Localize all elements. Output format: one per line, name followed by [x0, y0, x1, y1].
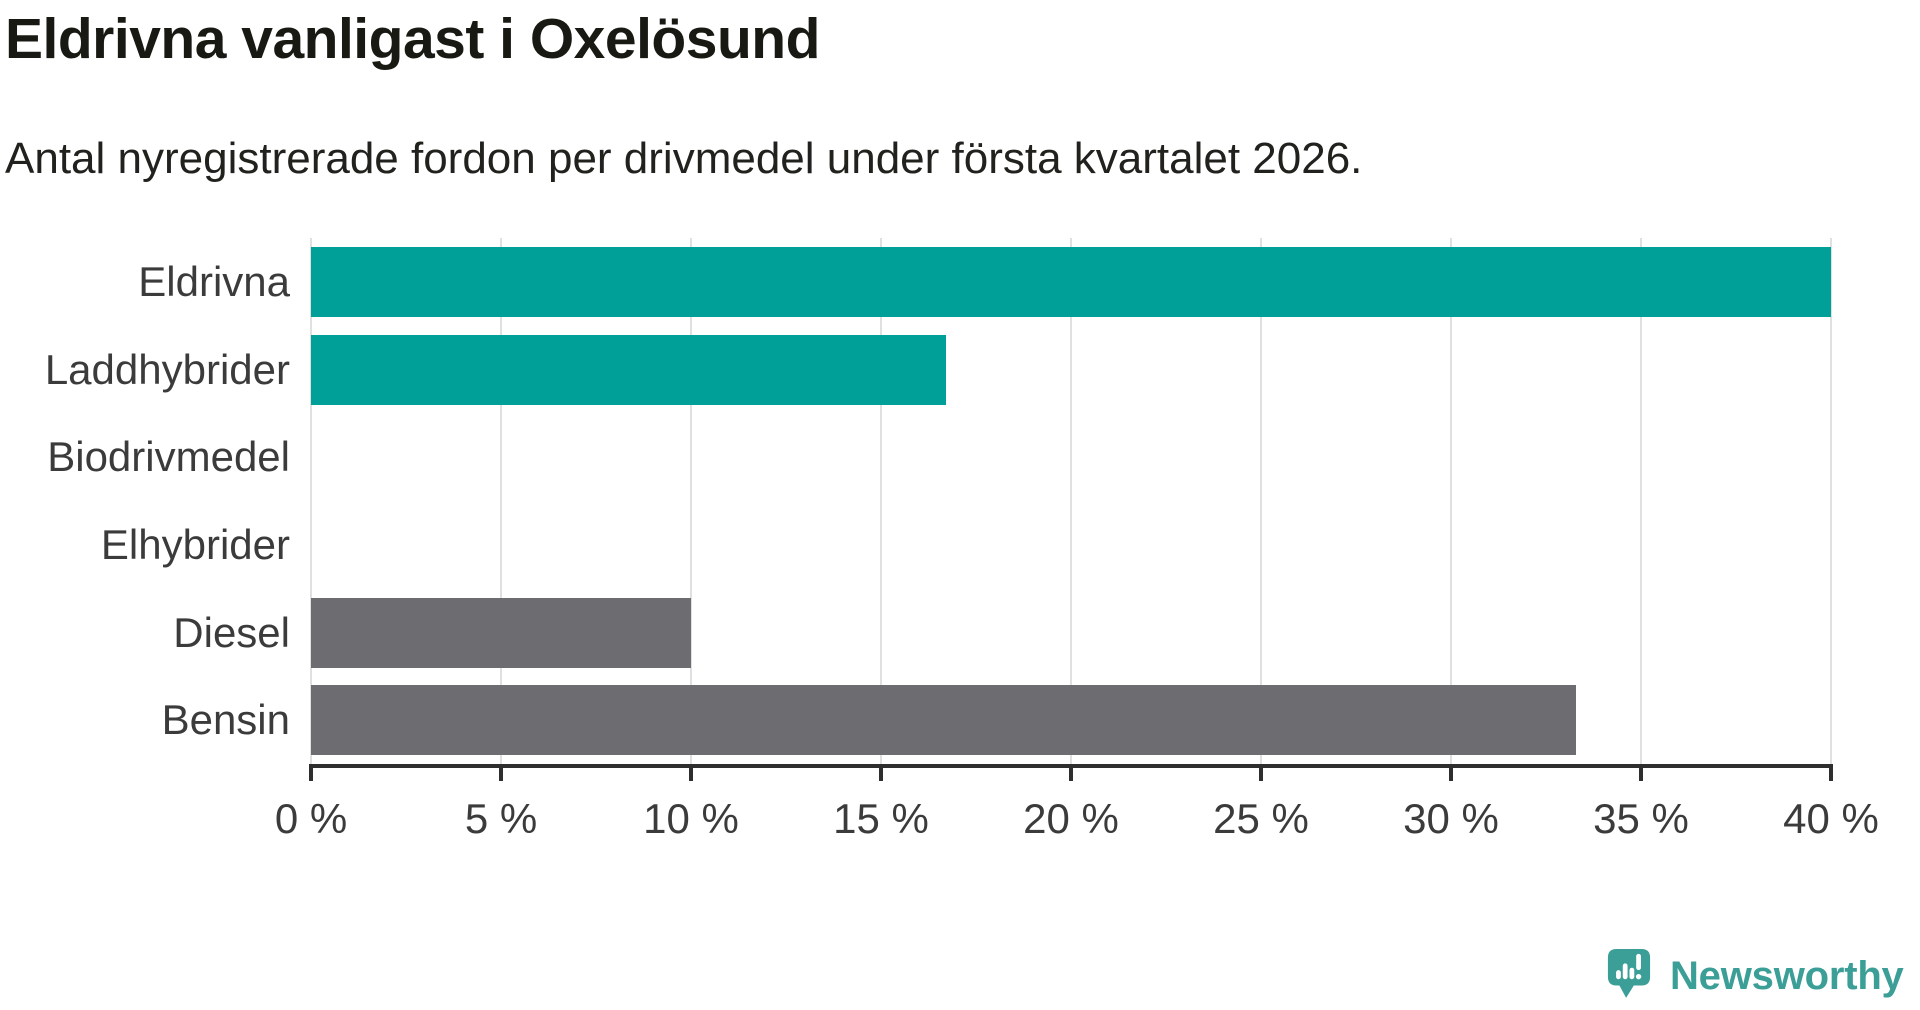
logo-exclamation-dot [1635, 973, 1642, 980]
newsworthy-logo-icon [1607, 949, 1651, 998]
bar-bensin [311, 685, 1577, 756]
newsworthy-logo-text: Newsworthy [1670, 954, 1904, 998]
x-axis-line [309, 764, 1833, 768]
bar-row [311, 676, 1831, 764]
bars-layer [311, 238, 1831, 764]
category-label-row: Eldrivna [0, 238, 290, 326]
category-label: Diesel [173, 608, 290, 656]
x-axis-tick-label: 0 % [274, 795, 348, 842]
logo-bar-medium [1629, 967, 1635, 980]
category-label: Elhybrider [100, 520, 290, 568]
bar-laddhybrider [311, 334, 946, 405]
x-axis-tick [499, 768, 503, 781]
x-axis-tick [309, 768, 313, 781]
bar-row [311, 326, 1831, 414]
bar-row [311, 589, 1831, 677]
category-label-row: Diesel [0, 589, 290, 677]
logo-exclamation-stem [1636, 953, 1641, 971]
category-label: Eldrivna [138, 257, 290, 305]
bar-row [311, 238, 1831, 326]
category-label-row: Laddhybrider [0, 326, 290, 414]
x-axis-tick-label: 30 % [1403, 795, 1499, 842]
gridline [1070, 238, 1072, 764]
bar-diesel [311, 597, 691, 668]
gridline [500, 238, 502, 764]
x-axis-tick [1449, 768, 1453, 781]
gridline [690, 238, 692, 764]
logo-bar-short [1616, 970, 1621, 980]
plot-area [310, 238, 1832, 764]
category-label: Bensin [161, 696, 290, 744]
category-label-row: Elhybrider [0, 501, 290, 589]
gridline [1260, 238, 1262, 764]
category-label-row: Bensin [0, 676, 290, 764]
x-axis-tick [1259, 768, 1263, 781]
y-axis-labels: Eldrivna Laddhybrider Biodrivmedel Elhybrid… [0, 238, 290, 764]
x-axis-tick-label: 10 % [643, 795, 739, 842]
bar-eldrivna [311, 246, 1831, 317]
x-axis-tick-label: 40 % [1783, 795, 1879, 842]
x-axis-tick [1069, 768, 1073, 781]
gridlines-layer [310, 238, 1832, 764]
logo-bar-tall [1622, 963, 1628, 980]
category-label: Biodrivmedel [47, 433, 290, 481]
x-axis-tick [1829, 768, 1833, 781]
x-axis-tick-label: 5 % [464, 795, 538, 842]
gridline [1450, 238, 1452, 764]
x-axis-tick-label: 25 % [1213, 795, 1309, 842]
x-axis-tick-label: 20 % [1023, 795, 1119, 842]
category-label-row: Biodrivmedel [0, 413, 290, 501]
gridline [1830, 238, 1832, 764]
chart-subtitle: Antal nyregistrerade fordon per drivmede… [5, 134, 1363, 183]
bar-row [311, 413, 1831, 501]
bar-row [311, 501, 1831, 589]
x-axis-tick [879, 768, 883, 781]
x-axis-tick [689, 768, 693, 781]
gridline [310, 238, 312, 764]
newsworthy-logo: Newsworthy [1606, 946, 1904, 1000]
x-axis-tick [1639, 768, 1643, 781]
chart-title: Eldrivna vanligast i Oxelösund [5, 7, 820, 71]
gridline [880, 238, 882, 764]
category-label: Laddhybrider [44, 345, 290, 393]
gridline [1640, 238, 1642, 764]
x-axis-tick-label: 35 % [1593, 795, 1689, 842]
x-axis-tick-label: 15 % [833, 795, 929, 842]
